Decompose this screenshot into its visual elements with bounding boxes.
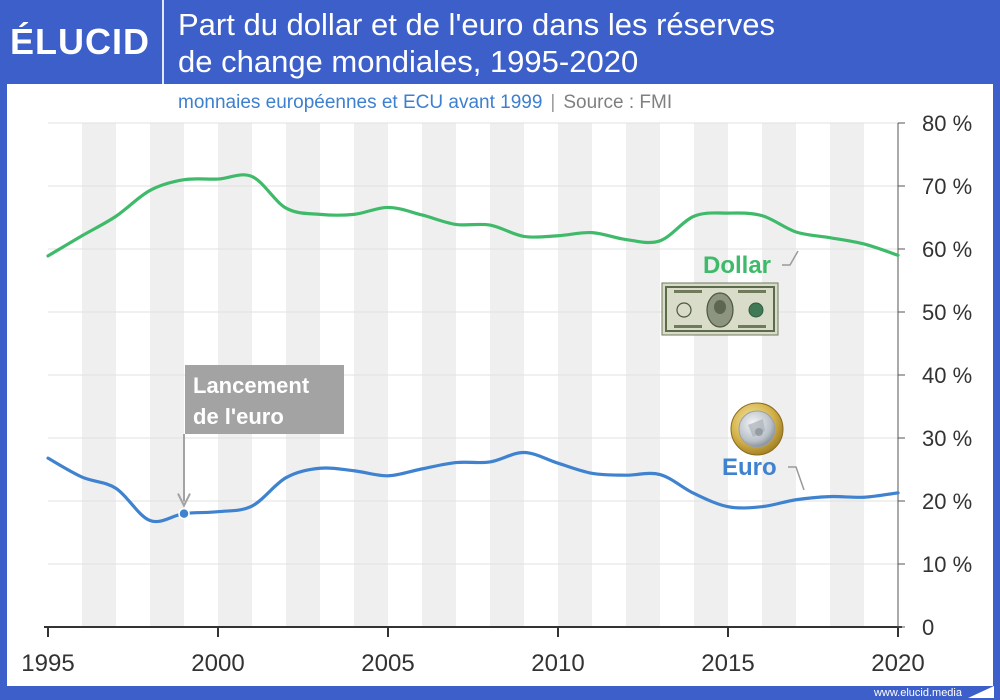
x-tick-label: 2000 [191,650,244,677]
y-tick-label: 80 % [922,111,972,136]
chart-title-line1: Part du dollar et de l'euro dans les rés… [178,7,775,42]
axes: 0 10 % 20 % 30 % 40 % 50 % 60 % 70 % 80 % 1995 200… [21,111,972,677]
chart-title: Part du dollar et de l'euro dans les rés… [178,6,988,80]
logo-mark-icon [968,686,994,698]
elucid-logo[interactable]: ÉLUCID [10,21,150,62]
series-leader-dollar [782,250,799,266]
series-label-dollar: Dollar [703,252,771,279]
source-label: Source : FMI [563,92,673,113]
dollar-bill-icon [661,282,779,336]
logo-divider [162,0,164,84]
series-line-dollar [46,173,900,258]
y-tick-label: 50 % [922,300,972,325]
annotation-line1: Lancement [193,373,310,398]
y-tick-label: 20 % [922,489,972,514]
x-tick-label: 2020 [871,650,924,677]
annotation-line2: de l'euro [193,404,284,429]
euro-launch-marker [178,507,190,520]
annotation-box [185,365,344,434]
y-tick-label: 0 [922,615,934,640]
x-tick-label: 1995 [21,650,74,677]
logo-box: ÉLUCID [0,0,160,84]
series-labels: Dollar Euro [703,250,805,491]
y-tick-label: 40 % [922,363,972,388]
annotation-arrowhead [177,493,191,508]
chart-title-line2: de change mondiales, 1995-2020 [178,44,639,79]
x-tick-label: 2015 [701,650,754,677]
subtitle-row: monnaies européennes et ECU avant 1999 | S… [178,91,672,115]
euro-coin-icon [730,402,784,456]
x-tick-label: 2005 [361,650,414,677]
series-leader-euro [788,466,805,491]
subtitle-separator: | [550,92,556,113]
series-layer [46,173,900,524]
footer-url[interactable]: www.elucid.media [873,687,962,699]
chart-subtitle: monnaies européennes et ECU avant 1999 [178,92,543,113]
x-tick-label: 2010 [531,650,584,677]
header: ÉLUCID Part du dollar et de l'euro dans … [0,0,1000,84]
series-label-euro: Euro [722,454,777,481]
y-tick-label: 60 % [922,237,972,262]
euro-launch-annotation: Lancement de l'euro [177,365,344,508]
y-tick-label: 10 % [922,552,972,577]
y-tick-label: 30 % [922,426,972,451]
y-tick-label: 70 % [922,174,972,199]
